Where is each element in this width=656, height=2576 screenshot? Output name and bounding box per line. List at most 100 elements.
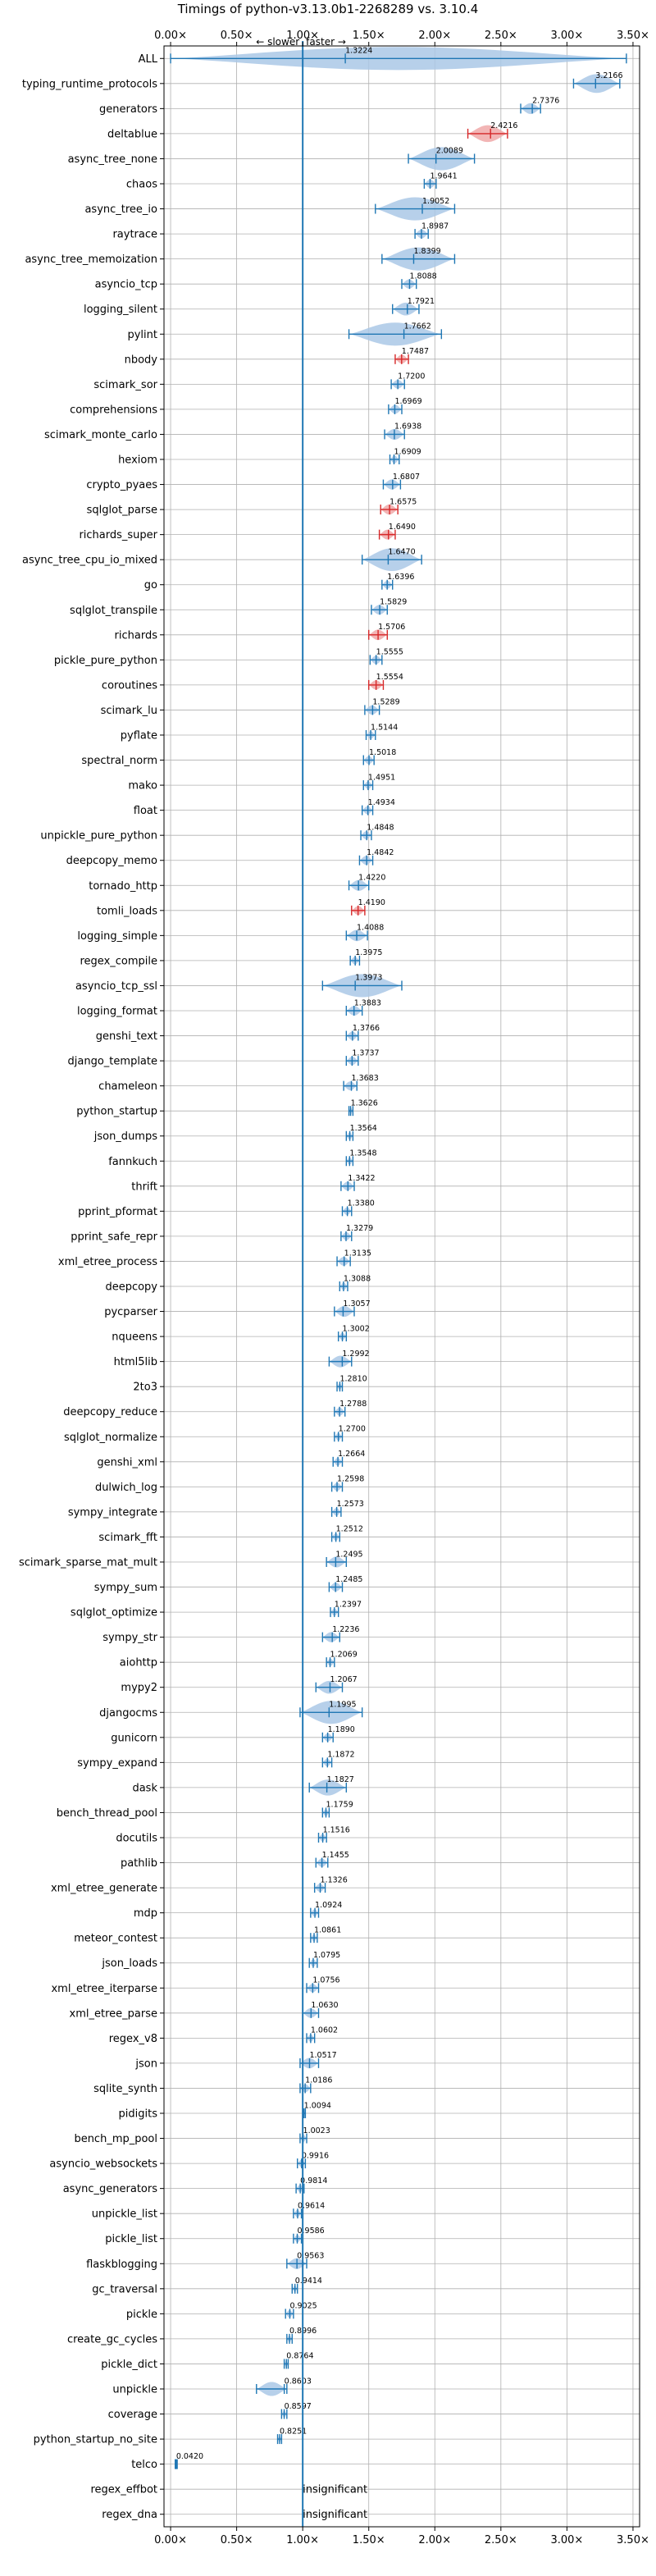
benchmark-label: tornado_http: [89, 880, 157, 893]
x-tick-label-top: 1.50×: [353, 30, 385, 42]
value-label: 1.3057: [343, 1299, 370, 1309]
value-label: 1.3135: [344, 1249, 371, 1258]
benchmark-label: logging_format: [77, 1006, 157, 1018]
value-label: 0.9614: [298, 2201, 325, 2210]
value-label: 1.3564: [350, 1124, 377, 1133]
violins: [171, 47, 626, 2467]
value-label: 1.8399: [413, 247, 440, 256]
value-label: 1.2067: [330, 1675, 357, 1684]
benchmark-label: logging_silent: [84, 304, 157, 316]
grid: [164, 46, 640, 2527]
faster-label: faster →: [306, 36, 346, 48]
x-tick-label-bottom: 0.50×: [221, 2534, 253, 2546]
benchmark-label: bench_mp_pool: [74, 2133, 157, 2145]
value-label: 1.5829: [380, 598, 407, 607]
value-label: 1.3883: [354, 998, 381, 1007]
value-label: 1.6575: [390, 497, 417, 506]
value-label: 1.1872: [327, 1751, 354, 1760]
benchmark-label: async_tree_cpu_io_mixed: [22, 555, 157, 567]
x-tick-label-top: 3.50×: [617, 30, 649, 42]
benchmark-label: meteor_contest: [74, 1933, 157, 1945]
x-tick-label-bottom: 1.50×: [353, 2534, 385, 2546]
value-label: 1.6909: [394, 447, 421, 456]
value-label: 1.5554: [376, 673, 403, 682]
benchmark-label: genshi_text: [96, 1030, 157, 1043]
benchmark-label: json_loads: [101, 1957, 157, 1970]
value-label: 1.2236: [332, 1625, 359, 1634]
benchmark-label: deepcopy: [105, 1281, 157, 1294]
benchmark-label: json_dumps: [93, 1130, 157, 1143]
benchmark-label: sqlite_synth: [93, 2083, 157, 2095]
benchmark-label: telco: [131, 2459, 157, 2471]
value-label: 1.0630: [311, 2001, 338, 2010]
value-label: 1.2495: [335, 1550, 362, 1559]
value-label: 1.1326: [321, 1875, 348, 1884]
benchmark-label: create_gc_cycles: [67, 2333, 157, 2345]
benchmark-label: pickle_list: [105, 2233, 157, 2245]
benchmark-label: richards: [115, 629, 158, 642]
benchmark-label: async_tree_none: [68, 153, 157, 166]
value-label: 1.3224: [345, 47, 372, 56]
benchmark-label: sympy_expand: [77, 1757, 157, 1770]
insignificant-label: insignificant: [303, 2484, 367, 2496]
benchmark-label: html5lib: [114, 1356, 157, 1368]
x-tick-label-top: 0.50×: [221, 30, 253, 42]
value-label: 1.3380: [348, 1199, 375, 1208]
value-label: 1.5706: [378, 623, 405, 632]
x-tick-label-top: 1.00×: [286, 30, 319, 42]
benchmark-label: docutils: [116, 1833, 157, 1845]
benchmark-label: djangocms: [99, 1707, 157, 1720]
benchmark-label: pycparser: [104, 1306, 157, 1318]
benchmark-label: chaos: [126, 179, 157, 191]
value-label: 0.9814: [300, 2176, 327, 2185]
benchmark-label: pidigits: [119, 2108, 158, 2121]
benchmark-label: pprint_pformat: [78, 1206, 157, 1218]
value-label: 1.6807: [393, 473, 420, 482]
benchmark-label: scimark_monte_carlo: [44, 429, 157, 441]
value-label: 1.0924: [315, 1901, 342, 1910]
benchmark-label: chameleon: [98, 1080, 157, 1093]
x-tick-label-top: 0.00×: [154, 30, 187, 42]
value-label: 1.5289: [372, 698, 399, 707]
slower-label: ← slower: [256, 36, 299, 48]
value-label: 1.6490: [389, 523, 416, 532]
value-label: 1.7662: [404, 322, 431, 331]
value-label: 1.3766: [353, 1024, 380, 1033]
value-label: 1.3683: [352, 1074, 379, 1083]
value-label: 1.4951: [368, 773, 395, 782]
benchmark-label: dulwich_log: [95, 1482, 157, 1494]
value-label: 0.9586: [297, 2227, 324, 2236]
benchmark-label: sqlglot_transpile: [70, 605, 157, 617]
value-label: 1.0602: [311, 2026, 338, 2035]
value-label: 1.8987: [421, 222, 449, 231]
benchmark-label: tomli_loads: [97, 905, 157, 917]
value-label: 1.6969: [394, 397, 421, 406]
value-label: 1.1890: [328, 1725, 355, 1734]
insignificant-label: insignificant: [303, 2509, 367, 2521]
benchmark-label: sympy_str: [102, 1632, 157, 1644]
x-tick-label-top: 2.50×: [485, 30, 517, 42]
value-label: 1.0023: [303, 2126, 330, 2135]
benchmark-label: gc_traversal: [92, 2283, 157, 2295]
benchmark-label: gunicorn: [111, 1732, 157, 1744]
benchmark-label: pathlib: [121, 1857, 157, 1870]
benchmark-label: nqueens: [112, 1331, 157, 1344]
benchmark-label: unpickle_pure_python: [40, 830, 157, 843]
benchmark-label: nbody: [125, 354, 158, 366]
value-label: 2.4216: [490, 121, 517, 130]
value-label: 1.4220: [358, 874, 385, 883]
value-label: 1.8088: [409, 272, 436, 281]
value-label: 1.1759: [326, 1801, 353, 1810]
value-label: 1.6470: [388, 547, 415, 556]
value-label: 1.2069: [330, 1650, 358, 1659]
benchmark-label: comprehensions: [70, 404, 157, 416]
value-label: 1.0861: [314, 1925, 341, 1934]
benchmark-label: django_template: [68, 1056, 157, 1068]
benchmark-label: python_startup_no_site: [34, 2434, 157, 2446]
value-label: 2.0089: [436, 147, 463, 156]
value-label: 0.0420: [176, 2452, 203, 2461]
benchmark-label: regex_v8: [109, 2033, 157, 2045]
benchmark-label: asyncio_websockets: [49, 2158, 157, 2171]
value-label: 1.5018: [369, 748, 396, 757]
